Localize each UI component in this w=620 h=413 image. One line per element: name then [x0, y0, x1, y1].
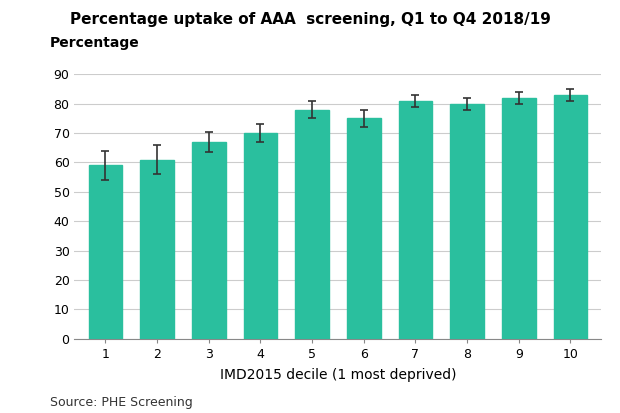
Bar [244, 133, 277, 339]
Bar [140, 159, 174, 339]
Bar [192, 142, 226, 339]
Bar [295, 109, 329, 339]
Bar [450, 104, 484, 339]
Bar [399, 101, 432, 339]
X-axis label: IMD2015 decile (1 most deprived): IMD2015 decile (1 most deprived) [219, 368, 456, 382]
Bar [554, 95, 587, 339]
Bar [502, 98, 536, 339]
Text: Percentage uptake of AAA  screening, Q1 to Q4 2018/19: Percentage uptake of AAA screening, Q1 t… [69, 12, 551, 27]
Bar [89, 165, 122, 339]
Bar [347, 119, 381, 339]
Text: Source: PHE Screening: Source: PHE Screening [50, 396, 192, 409]
Text: Percentage: Percentage [50, 36, 140, 50]
